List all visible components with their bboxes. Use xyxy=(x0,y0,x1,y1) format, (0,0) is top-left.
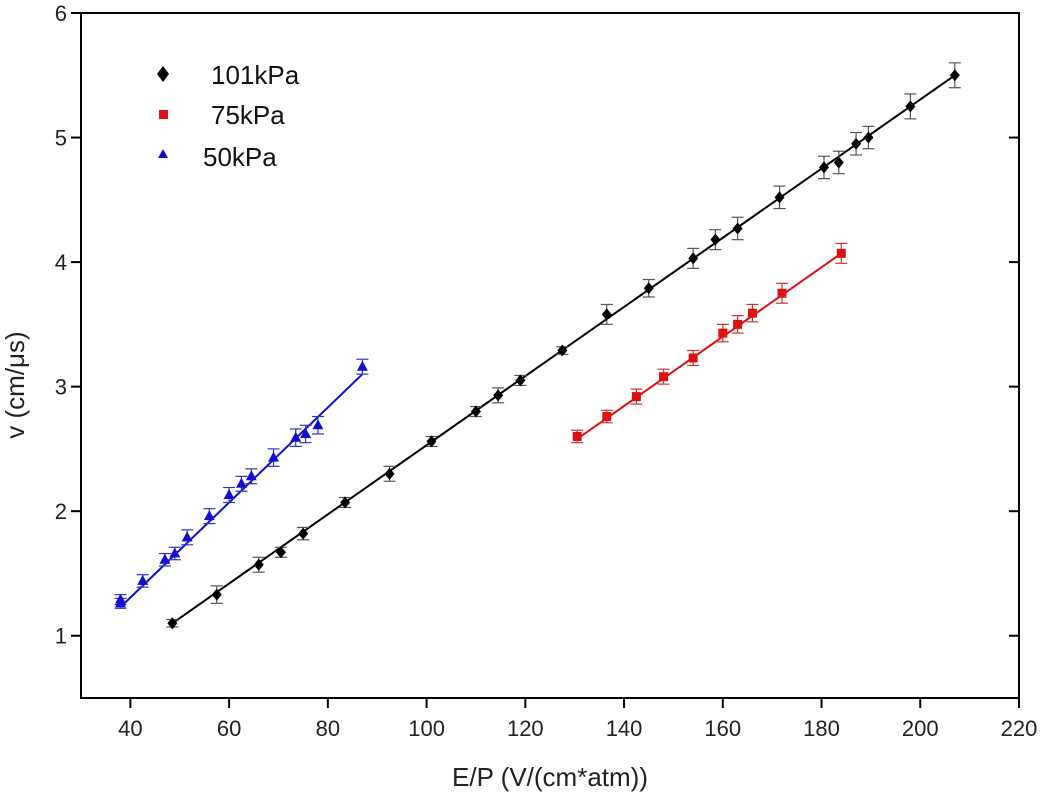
data-point-101kPa xyxy=(211,588,222,601)
y-tick-label: 5 xyxy=(55,126,67,151)
legend-label-75kPa: 75kPa xyxy=(211,100,285,130)
data-point-50kPa xyxy=(169,547,181,558)
data-point-75kPa xyxy=(747,308,757,318)
legend-label-101kPa: 101kPa xyxy=(211,60,300,90)
y-tick-label: 4 xyxy=(55,250,67,275)
data-point-101kPa xyxy=(710,233,721,246)
data-point-101kPa xyxy=(905,100,916,113)
data-point-75kPa xyxy=(733,319,743,329)
data-point-101kPa xyxy=(949,69,960,82)
legend-entry-50kPa: 50kPa xyxy=(158,142,277,172)
data-point-101kPa xyxy=(851,137,862,150)
legend-label-50kPa: 50kPa xyxy=(203,142,277,172)
data-point-101kPa xyxy=(515,374,526,387)
x-tick-label: 80 xyxy=(316,716,340,741)
x-tick-label: 160 xyxy=(704,716,741,741)
legend-marker-101kPa xyxy=(157,66,169,82)
y-tick-label: 2 xyxy=(55,499,67,524)
data-point-50kPa xyxy=(245,470,257,481)
data-point-101kPa xyxy=(818,161,829,174)
x-tick-label: 140 xyxy=(606,716,643,741)
data-point-101kPa xyxy=(774,191,785,204)
legend: 101kPa 75kPa 50kPa xyxy=(157,60,300,172)
data-point-75kPa xyxy=(688,353,698,363)
data-point-50kPa xyxy=(356,360,368,371)
data-point-101kPa xyxy=(298,527,309,540)
plot-frame xyxy=(80,12,1020,699)
data-point-101kPa xyxy=(557,344,568,357)
data-point-101kPa xyxy=(253,558,264,571)
legend-marker-50kPa xyxy=(158,149,168,158)
data-point-101kPa xyxy=(275,546,286,559)
data-point-50kPa xyxy=(137,574,149,585)
y-tick-label: 3 xyxy=(55,375,67,400)
fit-line-75kPa xyxy=(576,252,842,440)
x-tick-label: 200 xyxy=(902,716,939,741)
data-point-50kPa xyxy=(223,488,235,499)
data-point-50kPa xyxy=(235,477,247,488)
data-point-50kPa xyxy=(114,593,126,604)
x-tick-label: 100 xyxy=(408,716,445,741)
data-point-101kPa xyxy=(340,496,351,509)
data-point-101kPa xyxy=(863,131,874,144)
data-point-101kPa xyxy=(688,252,699,265)
legend-marker-75kPa xyxy=(159,110,168,119)
data-points xyxy=(114,69,960,630)
data-point-101kPa xyxy=(470,405,481,418)
data-point-75kPa xyxy=(777,288,787,298)
data-point-50kPa xyxy=(181,531,193,542)
data-point-101kPa xyxy=(167,617,178,630)
data-point-75kPa xyxy=(631,392,641,402)
data-point-50kPa xyxy=(290,431,302,442)
data-point-75kPa xyxy=(836,248,846,258)
data-point-101kPa xyxy=(384,467,395,480)
data-point-50kPa xyxy=(300,427,312,438)
x-tick-label: 60 xyxy=(217,716,241,741)
y-tick-label: 6 xyxy=(55,1,67,26)
data-point-101kPa xyxy=(643,282,654,295)
data-point-50kPa xyxy=(203,510,215,521)
data-point-101kPa xyxy=(601,308,612,321)
data-point-50kPa xyxy=(312,419,324,430)
data-point-101kPa xyxy=(493,389,504,402)
x-tick-label: 220 xyxy=(1001,716,1038,741)
data-point-75kPa xyxy=(659,372,669,382)
data-point-101kPa xyxy=(833,156,844,169)
axis-ticks: 40 60 80 100 120 140 160 180 200 220 1 2 3 4 5 6 xyxy=(55,1,1038,741)
x-tick-label: 40 xyxy=(118,716,142,741)
data-point-75kPa xyxy=(718,328,728,338)
x-tick-label: 180 xyxy=(803,716,840,741)
x-tick-label: 120 xyxy=(507,716,544,741)
data-point-50kPa xyxy=(268,451,280,462)
data-point-75kPa xyxy=(602,412,612,422)
legend-entry-101kPa: 101kPa xyxy=(157,60,300,90)
data-point-75kPa xyxy=(572,431,582,441)
y-tick-label: 1 xyxy=(55,624,67,649)
y-axis-title: v (cm/μs) xyxy=(0,331,30,438)
data-point-101kPa xyxy=(426,435,437,448)
data-point-50kPa xyxy=(159,553,171,564)
legend-entry-75kPa: 75kPa xyxy=(159,100,285,130)
x-axis-title: E/P (V/(cm*atm)) xyxy=(452,762,648,792)
data-point-101kPa xyxy=(732,222,743,235)
